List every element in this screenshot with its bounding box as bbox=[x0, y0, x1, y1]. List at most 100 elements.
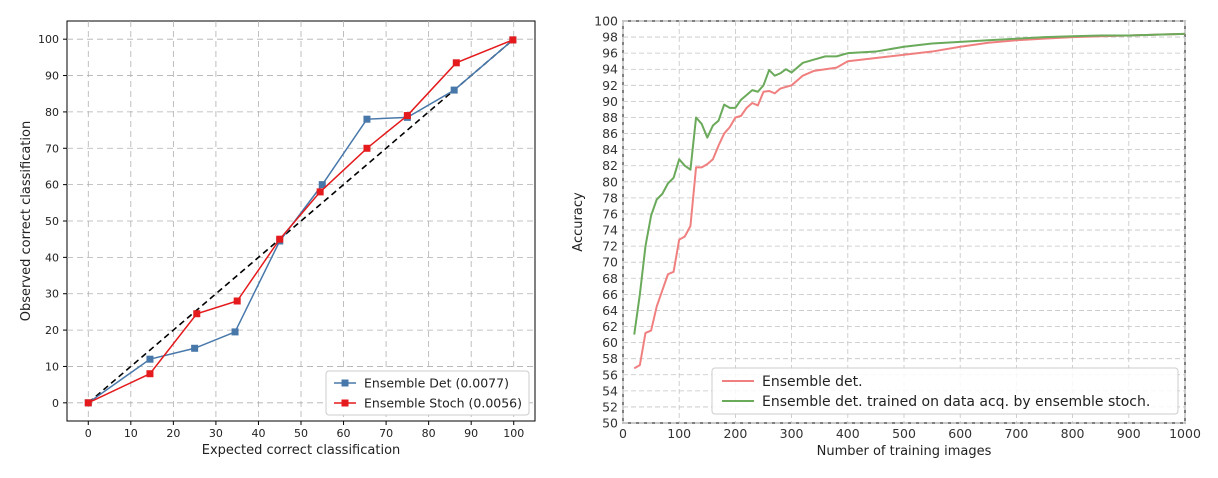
x-tick-label: 500 bbox=[892, 426, 916, 441]
x-tick-label: 30 bbox=[209, 427, 223, 440]
y-tick-label: 92 bbox=[602, 78, 618, 93]
y-tick-label: 72 bbox=[602, 239, 618, 254]
x-tick-label: 800 bbox=[1061, 426, 1085, 441]
y-tick-label: 58 bbox=[602, 351, 618, 366]
y-tick-label: 80 bbox=[45, 106, 59, 119]
accuracy-legend: Ensemble det. Ensemble det. trained on d… bbox=[711, 367, 1179, 415]
y-tick-label: 64 bbox=[602, 303, 618, 318]
x-tick-label: 600 bbox=[948, 426, 972, 441]
calibration-y-axis-label: Observed correct classification bbox=[19, 121, 34, 321]
calibration-x-axis-label: Expected correct classification bbox=[202, 443, 401, 458]
data-point-marker bbox=[276, 235, 284, 243]
accuracy-y-axis-label: Accuracy bbox=[571, 192, 586, 252]
accuracy-ticks: 0 100 200 300 400 500 600 700 800 900 1000 50 525456… bbox=[594, 14, 1201, 442]
x-tick-label: 90 bbox=[464, 427, 478, 440]
data-point-marker bbox=[450, 86, 458, 94]
series-line-ensemble-det-trained-on-data-acq-by-ensemble-stoch bbox=[633, 32, 1186, 335]
accuracy-x-axis-label: Number of training images bbox=[817, 444, 992, 459]
y-tick-label: 100 bbox=[594, 14, 618, 29]
perfect-calibration-line bbox=[87, 38, 515, 404]
calibration-legend-box bbox=[325, 370, 530, 416]
x-tick-label: 200 bbox=[723, 426, 747, 441]
x-tick-label: 0 bbox=[85, 427, 92, 440]
y-tick-label: 74 bbox=[602, 223, 618, 238]
y-tick-label: 20 bbox=[45, 324, 59, 337]
data-point-marker bbox=[318, 181, 326, 189]
calibration-ticks: 0 10 20 30 40 50 60 70 80 90 100 0 10 20 30 40 50 60 70 80 9… bbox=[38, 33, 524, 440]
y-tick-label: 52 bbox=[602, 399, 618, 414]
calibration-reference-line bbox=[87, 38, 515, 404]
y-tick-label: 76 bbox=[602, 206, 618, 221]
y-tick-label: 54 bbox=[602, 383, 618, 398]
y-tick-label: 10 bbox=[45, 360, 59, 373]
y-tick-label: 70 bbox=[602, 255, 618, 270]
y-tick-label: 50 bbox=[602, 416, 618, 431]
data-point-marker bbox=[233, 297, 241, 305]
x-tick-label: 40 bbox=[251, 427, 265, 440]
data-point-marker bbox=[231, 328, 239, 336]
series-line-ensemble-det bbox=[633, 32, 1186, 370]
legend-marker-ensemble-stoch bbox=[341, 399, 349, 407]
y-tick-label: 90 bbox=[45, 70, 59, 83]
x-tick-label: 700 bbox=[1004, 426, 1028, 441]
y-tick-label: 56 bbox=[602, 367, 618, 382]
x-tick-label: 300 bbox=[780, 426, 804, 441]
y-tick-label: 40 bbox=[45, 251, 59, 264]
x-tick-label: 10 bbox=[124, 427, 138, 440]
legend-label-ensemble-det-accuracy: Ensemble det. bbox=[762, 374, 863, 390]
y-tick-label: 96 bbox=[602, 46, 618, 61]
calibration-grid bbox=[67, 21, 535, 421]
y-tick-label: 84 bbox=[602, 142, 618, 157]
data-point-marker bbox=[316, 188, 324, 196]
accuracy-chart: 0 100 200 300 400 500 600 700 800 900 1000 50 525456… bbox=[571, 14, 1201, 460]
legend-label-ensemble-stoch: Ensemble Stoch (0.0056) bbox=[364, 396, 522, 411]
y-tick-label: 70 bbox=[45, 142, 59, 155]
data-point-marker bbox=[363, 144, 371, 152]
y-tick-label: 100 bbox=[38, 33, 59, 46]
x-tick-label: 70 bbox=[379, 427, 393, 440]
x-tick-label: 1000 bbox=[1169, 426, 1201, 441]
accuracy-legend-box bbox=[711, 367, 1179, 415]
y-tick-label: 68 bbox=[602, 271, 618, 286]
accuracy-series bbox=[633, 32, 1186, 370]
y-tick-label: 86 bbox=[602, 126, 618, 141]
y-tick-label: 80 bbox=[602, 174, 618, 189]
y-tick-label: 98 bbox=[602, 30, 618, 45]
series-line bbox=[87, 39, 514, 404]
series-ensemble-stoch-0-0056 bbox=[84, 36, 517, 407]
data-point-marker bbox=[146, 355, 154, 363]
x-tick-label: 60 bbox=[337, 427, 351, 440]
y-tick-label: 60 bbox=[602, 335, 618, 350]
data-point-marker bbox=[193, 310, 201, 318]
y-tick-label: 66 bbox=[602, 287, 618, 302]
x-tick-label: 50 bbox=[294, 427, 308, 440]
calibration-series bbox=[84, 36, 517, 407]
legend-label-ensemble-det-trained: Ensemble det. trained on data acq. by en… bbox=[762, 394, 1150, 410]
y-tick-label: 82 bbox=[602, 158, 618, 173]
x-tick-label: 20 bbox=[166, 427, 180, 440]
y-tick-label: 78 bbox=[602, 190, 618, 205]
y-tick-label: 0 bbox=[52, 397, 59, 410]
x-tick-label: 900 bbox=[1117, 426, 1141, 441]
y-tick-label: 30 bbox=[45, 288, 59, 301]
data-point-marker bbox=[84, 399, 92, 407]
y-tick-label: 88 bbox=[602, 110, 618, 125]
x-tick-label: 0 bbox=[619, 426, 627, 441]
data-point-marker bbox=[509, 36, 517, 44]
x-tick-label: 100 bbox=[667, 426, 691, 441]
series-line bbox=[87, 39, 514, 404]
calibration-chart: 0 10 20 30 40 50 60 70 80 90 100 0 10 20 30 40 50 60 70 80 9… bbox=[19, 20, 536, 458]
data-point-marker bbox=[403, 112, 411, 120]
y-tick-label: 94 bbox=[602, 62, 618, 77]
y-tick-label: 50 bbox=[45, 215, 59, 228]
y-tick-label: 60 bbox=[45, 179, 59, 192]
x-tick-label: 400 bbox=[836, 426, 860, 441]
data-point-marker bbox=[363, 115, 371, 123]
y-tick-label: 62 bbox=[602, 319, 618, 334]
data-point-marker bbox=[191, 344, 199, 352]
data-point-marker bbox=[146, 370, 154, 378]
x-tick-label: 100 bbox=[503, 427, 524, 440]
legend-label-ensemble-det: Ensemble Det (0.0077) bbox=[364, 376, 509, 391]
x-tick-label: 80 bbox=[422, 427, 436, 440]
